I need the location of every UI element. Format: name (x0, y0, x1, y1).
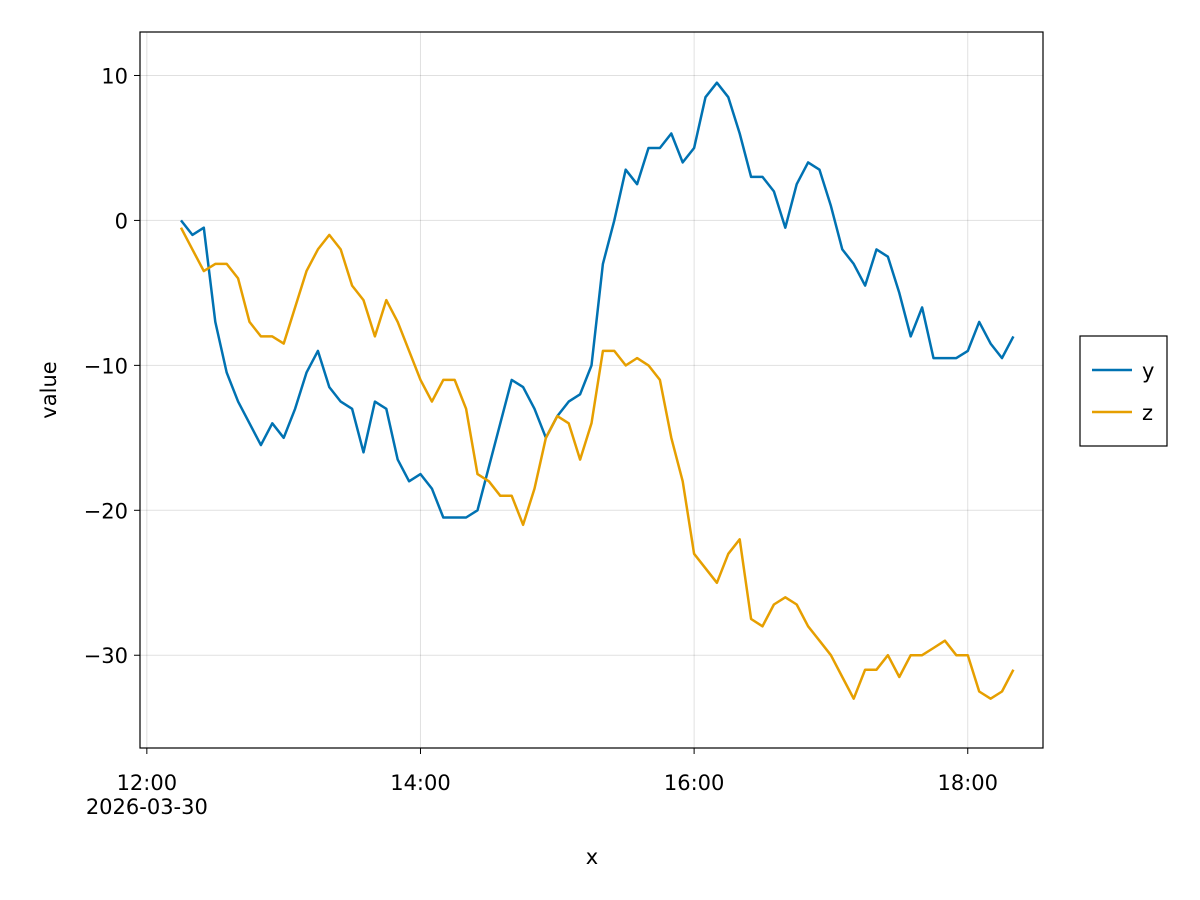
x-tick-label: 18:00 (937, 771, 998, 795)
y-tick-label: −10 (84, 354, 128, 378)
y-tick-label: 10 (101, 64, 128, 88)
x-tick-label: 14:00 (390, 771, 451, 795)
series-line (179, 227, 1015, 700)
plot-frame (139, 31, 1044, 749)
y-axis-label: value (37, 361, 61, 418)
y-tick-label: 0 (115, 209, 128, 233)
x-axis-label: x (586, 845, 598, 869)
legend-label: y (1142, 359, 1154, 383)
legend-box (1079, 335, 1168, 447)
y-tick-label: −30 (84, 644, 128, 668)
x-tick-label: 16:00 (664, 771, 725, 795)
series-line (180, 81, 1015, 519)
legend-label: z (1142, 401, 1153, 425)
x-tick-label: 12:00 2026-03-30 (86, 771, 208, 819)
y-tick-label: −20 (84, 499, 128, 523)
